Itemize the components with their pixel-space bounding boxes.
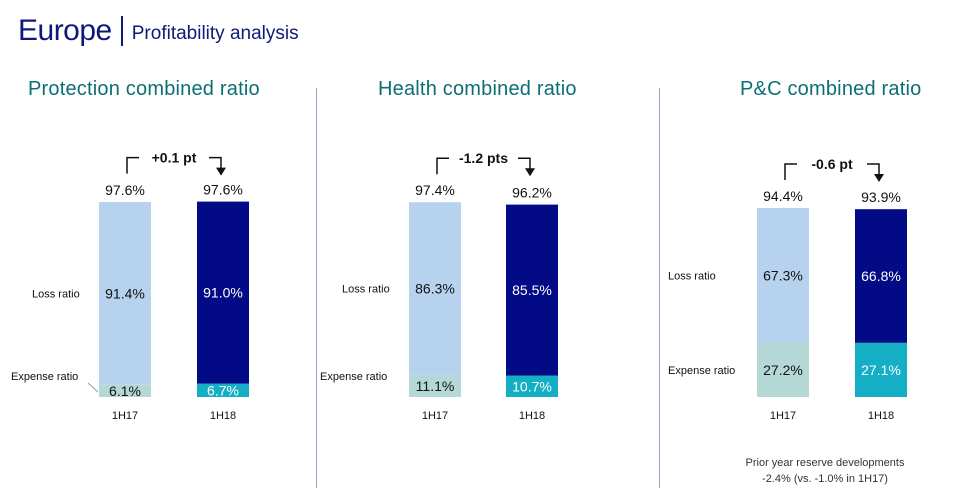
change-label: -1.2 pts (459, 150, 508, 166)
bar-loss-1H18 (506, 204, 558, 376)
bar-loss-1H18 (197, 201, 249, 384)
change-bracket-right (209, 156, 222, 172)
value-label-loss-1H18: 66.8% (861, 268, 901, 284)
value-label-loss-1H18: 91.0% (203, 285, 243, 301)
category-label-1H18: 1H18 (210, 410, 236, 422)
change-bracket-left (784, 163, 797, 180)
value-label-loss-1H18: 85.5% (512, 282, 552, 298)
bar-loss-1H18 (855, 209, 907, 343)
page-title: Europe (18, 14, 112, 47)
series-label-loss: Loss ratio (342, 284, 390, 296)
change-bracket-right (867, 163, 880, 178)
bar-loss-1H17 (99, 202, 151, 385)
value-label-expense-1H17: 27.2% (763, 362, 803, 378)
page-subtitle: Profitability analysis (131, 23, 299, 44)
bar-expense-1H18 (197, 383, 249, 397)
page-header: Europe Profitability analysis (18, 14, 299, 48)
series-label-expense: Expense ratio (668, 365, 735, 377)
total-label-1H18: 96.2% (512, 185, 552, 201)
category-label-1H17: 1H17 (770, 410, 796, 422)
chart-protection: 91.4% 6.1% 97.6% 1H17 91.0% 6.7% 97.6% 1H18 Loss… (11, 150, 249, 422)
total-label-1H17: 97.6% (105, 182, 145, 198)
bar-expense-1H18 (506, 375, 558, 397)
total-label-1H17: 94.4% (763, 188, 803, 204)
change-arrow-head (525, 168, 535, 177)
total-label-1H18: 97.6% (203, 182, 243, 198)
footnote: Prior year reserve developments -2.4% (v… (700, 455, 950, 487)
panel-pc: P&C combined ratio 67.3% 27.2% 94.4% 1H17 66… (659, 70, 977, 490)
chart-title-protection: Protection combined ratio (28, 78, 260, 100)
change-bracket-left (436, 157, 449, 175)
expense-leader-line (87, 382, 99, 393)
chart-title-pc: P&C combined ratio (740, 78, 922, 100)
total-label-1H18: 93.9% (861, 189, 901, 205)
bar-expense-1H17 (99, 384, 151, 397)
chart-title-health: Health combined ratio (378, 78, 577, 100)
change-label: -0.6 pt (811, 156, 853, 172)
bar-expense-1H18 (855, 342, 907, 397)
category-label-1H18: 1H18 (519, 410, 545, 422)
value-label-expense-1H17: 11.1% (416, 378, 455, 394)
panel-health: Health combined ratio 86.3% 11.1% 97.4% 1H1… (316, 70, 659, 490)
chart-pc: 67.3% 27.2% 94.4% 1H17 66.8% 27.1% 93.9% 1H18 Lo… (668, 156, 907, 422)
category-label-1H17: 1H17 (112, 410, 138, 422)
total-label-1H17: 97.4% (415, 182, 455, 198)
chart-health: 86.3% 11.1% 97.4% 1H17 85.5% 10.7% 96.2% 1H18 Lo… (320, 150, 558, 422)
value-label-expense-1H18: 6.7% (207, 382, 239, 398)
panel-divider-2 (659, 88, 660, 488)
category-label-1H18: 1H18 (868, 410, 894, 422)
category-label-1H17: 1H17 (422, 410, 448, 422)
change-arrow-head (874, 174, 884, 182)
panel-protection: Protection combined ratio 91.4% 6.1% 97.6%… (0, 70, 316, 490)
value-label-loss-1H17: 91.4% (105, 285, 145, 301)
bar-expense-1H17 (409, 374, 461, 397)
change-bracket-right (518, 157, 531, 173)
bar-loss-1H17 (757, 208, 809, 343)
bar-loss-1H17 (409, 202, 461, 375)
bar-expense-1H17 (757, 342, 809, 397)
change-arrow-head (216, 167, 226, 176)
value-label-loss-1H17: 86.3% (415, 281, 455, 297)
value-label-expense-1H18: 27.1% (861, 362, 901, 378)
change-label: +0.1 pt (152, 150, 197, 166)
series-label-expense: Expense ratio (11, 371, 78, 383)
value-label-expense-1H18: 10.7% (512, 378, 552, 394)
value-label-expense-1H17: 6.1% (109, 383, 141, 399)
series-label-loss: Loss ratio (32, 288, 80, 300)
footnote-line-1: Prior year reserve developments (745, 457, 905, 469)
title-separator (120, 16, 123, 46)
series-label-loss: Loss ratio (668, 270, 716, 282)
change-bracket-left (126, 156, 139, 174)
panel-divider-1 (316, 88, 317, 488)
series-label-expense: Expense ratio (320, 371, 387, 383)
footnote-line-2: -2.4% (vs. -1.0% in 1H17) (762, 473, 888, 485)
value-label-loss-1H17: 67.3% (763, 267, 803, 283)
